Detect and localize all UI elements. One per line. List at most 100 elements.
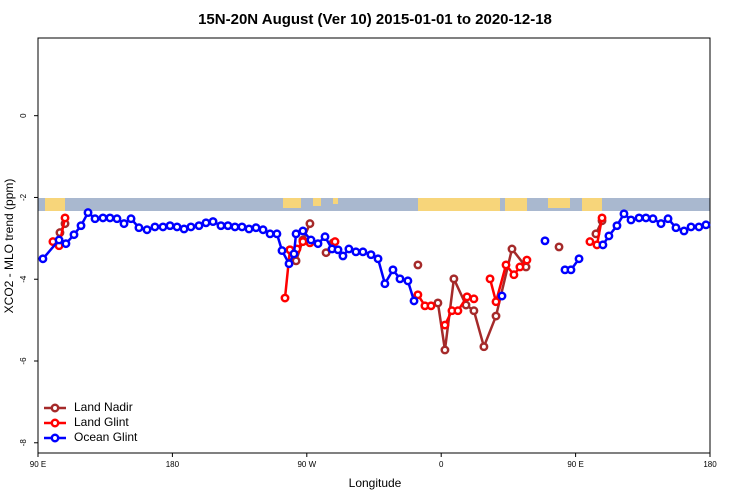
data-point [366, 250, 376, 260]
data-point [453, 306, 463, 316]
data-point [338, 251, 348, 261]
data-point [291, 229, 301, 239]
data-point [491, 297, 501, 307]
data-point [38, 254, 48, 264]
x-tick-label: 0 [439, 460, 444, 469]
legend-marker [50, 403, 60, 413]
y-tick-label: -8 [19, 439, 28, 447]
data-point [158, 222, 168, 232]
data-point [142, 225, 152, 235]
data-point [485, 274, 495, 284]
data-point [598, 240, 608, 250]
data-point [612, 221, 622, 231]
data-point [320, 232, 330, 242]
data-point [344, 244, 354, 254]
data-point [119, 219, 129, 229]
data-point [395, 274, 405, 284]
data-point [223, 221, 233, 231]
x-tick-label: 90 W [297, 460, 316, 469]
y-axis-label: XCO2 - MLO trend (ppm) [2, 179, 16, 314]
data-point [330, 237, 340, 247]
data-point [566, 265, 576, 275]
data-point [272, 229, 282, 239]
data-point [201, 218, 211, 228]
data-point [679, 226, 689, 236]
data-point [208, 217, 218, 227]
legend-marker [50, 418, 60, 428]
data-point [150, 222, 160, 232]
data-point [251, 223, 261, 233]
data-point [501, 260, 511, 270]
data-point [126, 214, 136, 224]
legend-marker [50, 433, 60, 443]
data-point [540, 236, 550, 246]
data-point [554, 242, 564, 252]
data-point [98, 213, 108, 223]
data-point [515, 262, 525, 272]
data-point [76, 221, 86, 231]
data-point [648, 214, 658, 224]
data-point [686, 222, 696, 232]
legend-label: Land Nadir [74, 400, 133, 414]
data-point [604, 231, 614, 241]
data-point [597, 213, 607, 223]
data-point [179, 224, 189, 234]
data-point [694, 222, 704, 232]
data-point [469, 306, 479, 316]
data-point [671, 223, 681, 233]
data-point [61, 239, 71, 249]
data-point [333, 245, 343, 255]
data-point [321, 248, 331, 258]
plot-frame [37, 37, 711, 454]
data-point [54, 235, 64, 245]
data-point [306, 235, 316, 245]
y-tick-label: -6 [19, 357, 28, 365]
y-tick-label: -2 [19, 193, 28, 201]
data-point [413, 290, 423, 300]
data-point [112, 214, 122, 224]
data-point [69, 230, 79, 240]
data-point [462, 292, 472, 302]
data-point [305, 219, 315, 229]
legend-label: Ocean Glint [74, 430, 138, 444]
data-point [656, 219, 666, 229]
x-tick-label: 90 E [567, 460, 583, 469]
data-point [165, 221, 175, 231]
data-point [388, 265, 398, 275]
data-point [265, 229, 275, 239]
legend-label: Land Glint [74, 415, 129, 429]
data-point [172, 222, 182, 232]
data-point [413, 260, 423, 270]
y-tick-label: -4 [19, 275, 28, 283]
data-point [83, 208, 93, 218]
data-point [585, 237, 595, 247]
data-point [280, 293, 290, 303]
data-point [509, 270, 519, 280]
data-point [380, 279, 390, 289]
x-tick-label: 90 E [30, 460, 46, 469]
chart-title: 15N-20N August (Ver 10) 2015-01-01 to 20… [198, 11, 552, 28]
map-strip [38, 198, 710, 211]
data-point [641, 213, 651, 223]
data-point [298, 237, 308, 247]
data-point [289, 249, 299, 259]
x-tick-label: 180 [703, 460, 717, 469]
data-point [701, 220, 711, 230]
data-point [194, 221, 204, 231]
x-axis-label: Longitude [349, 476, 402, 490]
data-point [313, 239, 323, 249]
data-point [626, 215, 636, 225]
data-point [230, 222, 240, 232]
data-point [216, 221, 226, 231]
data-point [105, 213, 115, 223]
data-point [469, 294, 479, 304]
data-point [440, 320, 450, 330]
data-point [258, 225, 268, 235]
data-point [298, 226, 308, 236]
data-point [358, 247, 368, 257]
data-point [634, 213, 644, 223]
data-point [426, 301, 436, 311]
data-point [237, 222, 247, 232]
data-point [409, 296, 419, 306]
